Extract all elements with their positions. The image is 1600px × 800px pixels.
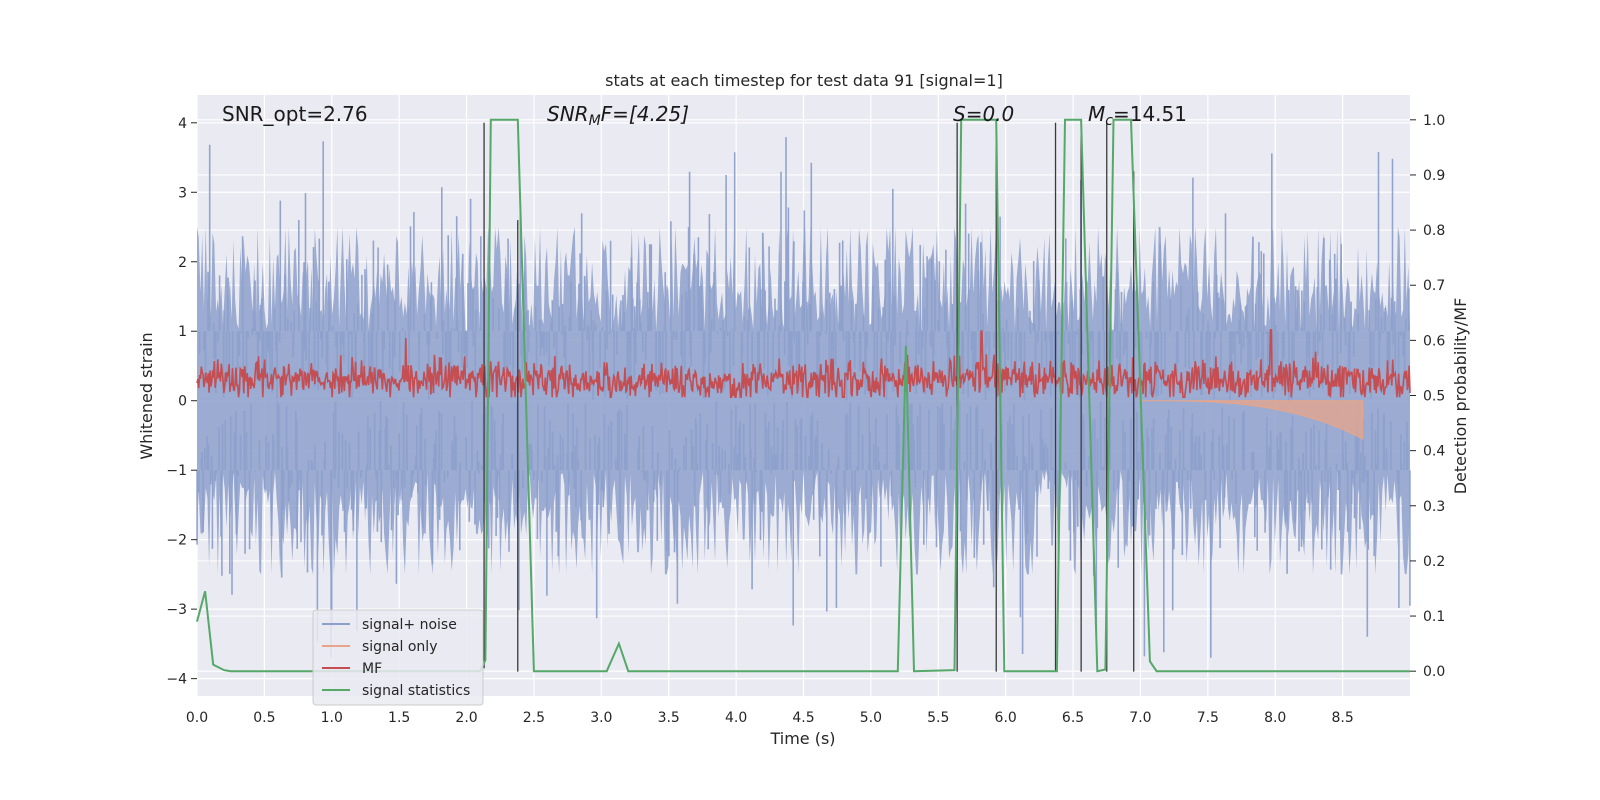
x-tick-label: 1.0	[321, 710, 343, 726]
x-tick-label: 6.5	[1062, 710, 1084, 726]
y-tick-label: 1	[178, 324, 187, 340]
x-tick-label: 8.5	[1331, 710, 1353, 726]
y-tick-label: −1	[166, 463, 187, 479]
legend-label-signal-only: signal only	[362, 639, 437, 655]
y-tick-label: −4	[166, 672, 187, 688]
x-tick-label: 1.5	[388, 710, 410, 726]
signal-noise-spikes	[196, 137, 1411, 658]
legend: signal+ noise signal only MF signal stat…	[312, 609, 484, 706]
x-tick-label: 3.5	[658, 710, 680, 726]
legend-label-signal-noise: signal+ noise	[362, 617, 457, 633]
mc-annotation: Mc=14.51	[1088, 102, 1187, 129]
y2-tick-label: 0.0	[1423, 664, 1445, 680]
x-axis-label: Time (s)	[769, 729, 835, 748]
y2-tick-label: 0.7	[1423, 278, 1445, 294]
x-tick-label: 3.0	[590, 710, 612, 726]
x-tick-label: 5.5	[927, 710, 949, 726]
y2-tick-label: 0.9	[1423, 168, 1445, 184]
legend-box	[312, 609, 484, 706]
y2-tick-label: 1.0	[1423, 113, 1445, 129]
y-axis-label: Whitened strain	[137, 332, 156, 459]
snr-opt-annotation: SNR_opt=2.76	[222, 102, 368, 126]
y2-tick-label: 0.4	[1423, 444, 1445, 460]
x-tick-label: 2.5	[523, 710, 545, 726]
y-tick-label: 3	[178, 185, 187, 201]
x-axis-ticks: 0.0 0.5 1.0 1.5 2.0 2.5 3.0 3.5 4.0 4.5 5.0 5.5 6.0 6…	[186, 710, 1354, 726]
y2-tick-label: 0.3	[1423, 499, 1445, 515]
x-tick-label: 7.0	[1129, 710, 1151, 726]
y-tick-label: 0	[178, 394, 187, 410]
s-annotation: S=0.0	[953, 102, 1014, 126]
x-tick-label: 0.5	[253, 710, 275, 726]
y-tick-label: −2	[166, 533, 187, 549]
y2-tick-label: 0.6	[1423, 333, 1445, 349]
y2-tick-label: 0.5	[1423, 389, 1445, 405]
x-tick-label: 0.0	[186, 710, 208, 726]
chart-title: stats at each timestep for test data 91 …	[605, 71, 1003, 90]
y-tick-label: 2	[178, 255, 187, 271]
y2-axis-ticks: 1.0 0.9 0.8 0.7 0.6 0.5 0.4 0.3 0.2 0.1 0.0	[1410, 113, 1445, 680]
x-tick-label: 4.5	[792, 710, 814, 726]
snr-mf-annotation: SNRMF=[4.25]	[547, 102, 689, 129]
legend-label-mf: MF	[362, 661, 382, 677]
y-tick-label: 4	[178, 116, 187, 132]
y-axis-ticks: 4 3 2 1 0 −1 −2 −3 −4	[166, 116, 197, 688]
x-tick-label: 4.0	[725, 710, 747, 726]
y2-tick-label: 0.1	[1423, 609, 1445, 625]
x-tick-label: 6.0	[995, 710, 1017, 726]
y-tick-label: −3	[166, 602, 187, 618]
legend-label-signal-statistics: signal statistics	[362, 683, 470, 699]
y2-axis-label: Detection probability/MF	[1451, 298, 1470, 495]
x-tick-label: 7.5	[1197, 710, 1219, 726]
y2-tick-label: 0.2	[1423, 554, 1445, 570]
y2-tick-label: 0.8	[1423, 223, 1445, 239]
signal-only-series	[1140, 400, 1364, 440]
x-tick-label: 8.0	[1264, 710, 1286, 726]
mf-series	[196, 329, 1411, 399]
x-tick-label: 2.0	[455, 710, 477, 726]
x-tick-label: 5.0	[860, 710, 882, 726]
